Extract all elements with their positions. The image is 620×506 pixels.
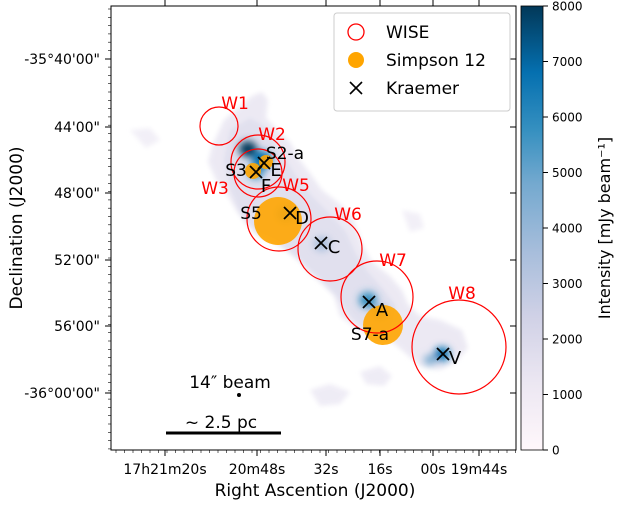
y-tick-label: 52'00" (54, 253, 100, 269)
legend-box (333, 12, 511, 112)
beam-indicator: 14″ beam (189, 373, 271, 397)
colorbar-label: Intensity [mJy beam⁻¹] (595, 137, 614, 319)
kraemer-source-label: F (261, 176, 271, 197)
wise-region-circle (233, 148, 283, 198)
kraemer-source-marker (283, 206, 297, 220)
wise-region-circle (230, 134, 286, 190)
colorbar-gradient (520, 5, 544, 451)
kraemer-source-marker (362, 295, 376, 309)
y-tick-label: 48'00" (54, 186, 100, 202)
simpson-source-marker (363, 305, 403, 345)
simpson-source-marker (254, 197, 302, 245)
kraemer-source-marker (314, 236, 328, 250)
colorbar-tick-label: 7000 (552, 55, 583, 69)
colorbar-ticks: 0 1000 2000 3000 4000 5000 6000 7000 8000 (543, 0, 583, 458)
legend-simpson-label: Simpson 12 (386, 51, 486, 71)
y-tick-label: 44'00" (54, 120, 100, 136)
legend-wise-marker (347, 23, 365, 41)
legend: WISE Simpson 12 Kraemer (333, 12, 511, 112)
wise-region-label: W5 (282, 176, 310, 196)
x-tick-label: 00s (420, 462, 445, 478)
wise-region-label: W8 (448, 284, 476, 304)
colorbar-tick-label: 3000 (552, 277, 583, 291)
legend-wise-label: WISE (386, 23, 429, 43)
simpson-source-label: S3 (225, 161, 247, 181)
wise-region-label: W3 (201, 179, 229, 199)
wise-region-circle (246, 186, 312, 252)
x-tick-label: 16s (367, 462, 392, 478)
colorbar-tick-label: 1000 (552, 388, 583, 402)
y-tick-label: -36°00'00" (24, 386, 100, 402)
kraemer-source-marker (436, 347, 450, 361)
kraemer-source-marker (249, 165, 263, 179)
axes-layer: 17h21m20s 20m48s 32s 16s 00s 19m44s -35°40'00"… (24, 0, 516, 478)
legend-simpson-marker (348, 52, 364, 68)
marks-layer: W1 W2 W3 W5 W6 W7 W8 S2-a S3 S5 S7-a EF DC A V (199, 94, 507, 395)
x-axis-label: Right Ascention (J2000) (215, 481, 416, 501)
colorbar: 0 1000 2000 3000 4000 5000 6000 7000 8000 Intens… (520, 0, 614, 458)
kraemer-source-label: D (295, 208, 309, 229)
wise-region-circle (340, 260, 414, 334)
wise-region-circle (199, 106, 239, 146)
beam-label: 14″ beam (189, 373, 271, 393)
simpson-source-marker (245, 163, 261, 179)
wise-region-label: W1 (221, 94, 249, 114)
colorbar-tick-label: 0 (552, 444, 560, 458)
y-tick-label: 56'00" (54, 319, 100, 335)
simpson-source-label: S7-a (351, 325, 389, 345)
simpson-source-label: S5 (240, 204, 262, 224)
legend-kraemer-label: Kraemer (386, 79, 459, 99)
kraemer-source-label: C (328, 237, 341, 258)
beam-dot (237, 393, 241, 397)
x-tick-label: 32s (313, 462, 338, 478)
x-tick-label: 17h21m20s (123, 462, 206, 478)
wise-region-circle (297, 216, 363, 282)
kraemer-source-label: A (376, 300, 389, 321)
simpson-source-label: S2-a (266, 144, 304, 164)
y-tick-label: -35°40'00" (24, 52, 100, 68)
kraemer-source-label: E (270, 160, 281, 181)
kraemer-source-label: V (449, 348, 462, 369)
wise-region-label: W2 (258, 125, 286, 145)
colorbar-tick-label: 5000 (552, 166, 583, 180)
wise-region-label: W6 (334, 205, 362, 225)
wise-region-label: W7 (379, 251, 407, 271)
colorbar-tick-label: 8000 (552, 0, 583, 14)
scale-bar: ~ 2.5 pc (166, 413, 281, 435)
colorbar-tick-label: 4000 (552, 222, 583, 236)
x-tick-label: 19m44s (451, 462, 508, 478)
plot-frame (110, 5, 517, 451)
x-tick-label: 20m48s (229, 462, 286, 478)
scale-label: ~ 2.5 pc (185, 413, 257, 433)
wise-region-circle (411, 299, 507, 395)
colorbar-tick-label: 6000 (552, 111, 583, 125)
legend-kraemer-marker (349, 81, 363, 95)
colorbar-tick-label: 2000 (552, 333, 583, 347)
y-axis-label: Declination (J2000) (7, 146, 27, 309)
